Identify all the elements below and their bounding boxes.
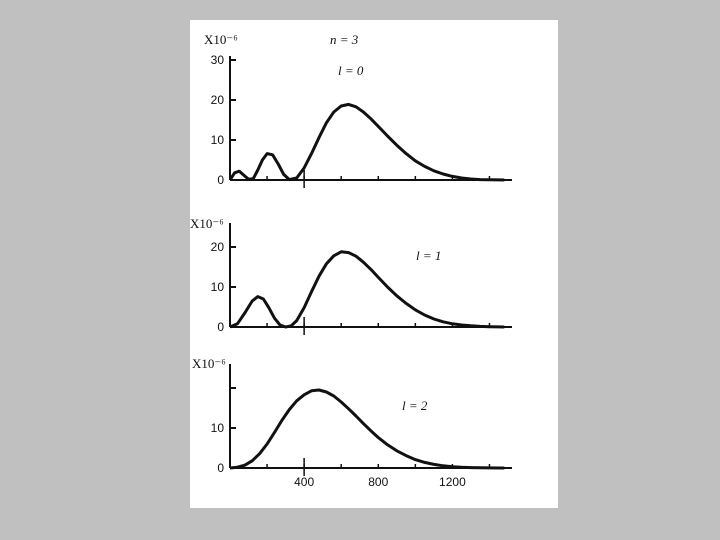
x-tick-label: 400 [294, 475, 314, 489]
axes [229, 56, 512, 188]
y-tick-label: 20 [211, 240, 225, 254]
y-tick-label: 20 [211, 93, 225, 107]
x-tick-label: 800 [368, 475, 388, 489]
y-axis-ticks: 0 10 20 [211, 240, 236, 334]
y-tick-label: 0 [217, 461, 224, 475]
chart-panel-l2: X10⁻⁶ l = 2 0 10 400 800 1200 [192, 356, 512, 489]
y-tick-label: 0 [217, 173, 224, 187]
y-tick-label: 0 [217, 320, 224, 334]
axes [229, 364, 512, 476]
x-tick-label: 1200 [439, 475, 466, 489]
y-tick-label: 30 [211, 53, 225, 67]
y-tick-label: 10 [211, 133, 225, 147]
axes [229, 223, 512, 335]
multiplier-label: X10⁻⁶ [204, 32, 238, 47]
figure-panel: X10⁻⁶ n = 3 l = 0 0 10 20 30 X10⁻⁶ l = 1 0 1… [190, 20, 558, 508]
probability-curve [229, 388, 505, 470]
y-tick-label: 10 [211, 421, 225, 435]
multiplier-label: X10⁻⁶ [192, 356, 226, 371]
annotation-l: l = 1 [416, 248, 441, 263]
y-axis-ticks: 0 10 [211, 387, 236, 475]
probability-curve [228, 102, 505, 182]
multiplier-label: X10⁻⁶ [190, 216, 224, 231]
y-tick-label: 10 [211, 280, 225, 294]
y-axis-ticks: 0 10 20 30 [211, 53, 236, 187]
chart-panel-l1: X10⁻⁶ l = 1 0 10 20 [190, 216, 512, 335]
radial-distribution-figure: X10⁻⁶ n = 3 l = 0 0 10 20 30 X10⁻⁶ l = 1 0 1… [190, 32, 512, 489]
annotation-l: l = 0 [338, 63, 364, 78]
annotation-n: n = 3 [330, 32, 359, 47]
annotation-l: l = 2 [402, 398, 428, 413]
probability-curve [229, 250, 505, 329]
chart-panel-l0: X10⁻⁶ n = 3 l = 0 0 10 20 30 [204, 32, 512, 188]
x-axis-ticks: 400 800 1200 [294, 475, 466, 489]
